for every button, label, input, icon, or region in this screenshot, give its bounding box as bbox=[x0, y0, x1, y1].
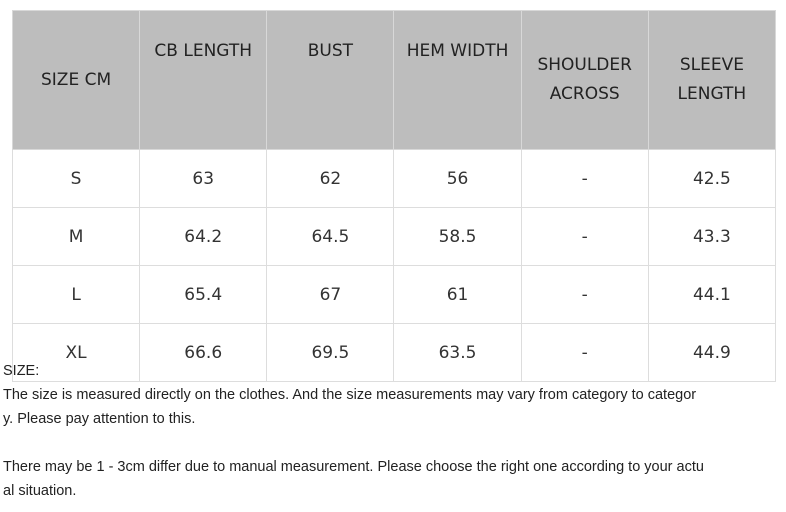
column-header: SLEEVE LENGTH bbox=[647, 10, 777, 150]
table-cell: 66.6 bbox=[139, 323, 268, 382]
size-chart-table: SIZE CM CB LENGTH BUST HEM WIDTH SHOULDER ACR… bbox=[11, 10, 777, 382]
table-cell: S bbox=[11, 149, 141, 208]
table-row: M 64.2 64.5 58.5-43.3 bbox=[11, 207, 777, 266]
column-header-line: SLEEVE bbox=[679, 55, 744, 75]
table-cell: 64.2 bbox=[139, 207, 268, 266]
table-cell: 65.4 bbox=[139, 265, 268, 324]
note-line bbox=[3, 431, 704, 455]
table-cell: - bbox=[520, 265, 649, 324]
table-cell: 44.1 bbox=[647, 265, 777, 324]
column-header: CB LENGTH bbox=[139, 10, 268, 150]
size-notes: SIZE: The size is measured directly on th… bbox=[3, 359, 704, 503]
column-header: BUST bbox=[266, 10, 395, 150]
table-row: XL 66.6 69.5 63.5-44.9 bbox=[11, 323, 777, 382]
column-header-line: CB LENGTH bbox=[154, 41, 253, 61]
table-cell: 63.5 bbox=[393, 323, 522, 382]
table-cell: XL bbox=[11, 323, 141, 382]
table-row: S 63 62 56-42.5 bbox=[11, 149, 777, 208]
table-cell: - bbox=[520, 207, 649, 266]
column-header-line: LENGTH bbox=[677, 84, 747, 104]
table-cell: M bbox=[11, 207, 141, 266]
table-cell: 56 bbox=[393, 149, 522, 208]
column-header: SHOULDER ACROSS bbox=[520, 10, 649, 150]
table-cell: 63 bbox=[139, 149, 268, 208]
table-cell: 61 bbox=[393, 265, 522, 324]
note-line: SIZE: bbox=[3, 363, 40, 379]
note-line: There may be 1 - 3cm differ due to manua… bbox=[3, 459, 704, 475]
table-cell: 58.5 bbox=[393, 207, 522, 266]
table-cell: 67 bbox=[266, 265, 395, 324]
table-cell: 42.5 bbox=[647, 149, 777, 208]
column-header-line: SHOULDER bbox=[537, 55, 632, 75]
column-header-line: SIZE CM bbox=[41, 69, 112, 90]
column-header: SIZE CM bbox=[11, 10, 141, 150]
table-cell: 62 bbox=[266, 149, 395, 208]
table-cell: L bbox=[11, 265, 141, 324]
table-row: L 65.4 67 61-44.1 bbox=[11, 265, 777, 324]
column-header-line: ACROSS bbox=[549, 84, 620, 104]
note-line: The size is measured directly on the clo… bbox=[3, 387, 697, 403]
column-header-line: BUST bbox=[307, 41, 354, 61]
note-line: al situation. bbox=[3, 483, 77, 499]
column-header-line: HEM WIDTH bbox=[406, 41, 509, 61]
note-line: y. Please pay attention to this. bbox=[3, 411, 196, 427]
header-row: SIZE CM CB LENGTH BUST HEM WIDTH SHOULDER ACR… bbox=[11, 10, 777, 150]
table-cell: 44.9 bbox=[647, 323, 777, 382]
column-header: HEM WIDTH bbox=[393, 10, 522, 150]
table-cell: - bbox=[520, 149, 649, 208]
table-cell: 64.5 bbox=[266, 207, 395, 266]
table-cell: 43.3 bbox=[647, 207, 777, 266]
